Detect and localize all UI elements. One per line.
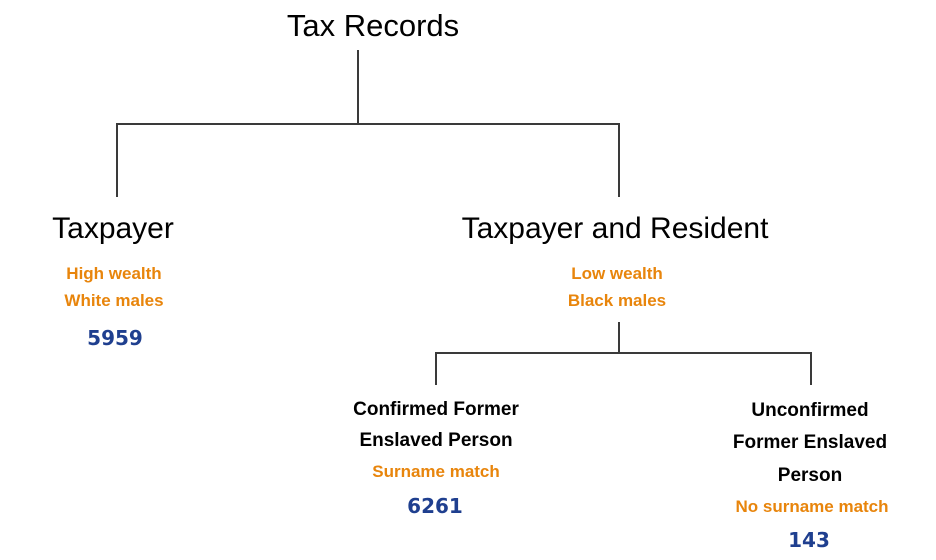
taxpayer-attribute-wealth: High wealth	[66, 264, 162, 283]
confirmed-count: 6261	[407, 494, 463, 518]
connector-root-stem	[357, 50, 359, 124]
taxpayer-count: 5959	[87, 326, 143, 350]
unconfirmed-node-label-line-2: Former Enslaved	[732, 432, 888, 453]
connector-resident-drop	[618, 123, 620, 197]
unconfirmed-node-label-line-3: Person	[777, 465, 843, 486]
taxpayer-attribute-race: White males	[64, 291, 164, 310]
connector-root-bar	[116, 123, 619, 125]
connector-resident-bar	[435, 352, 811, 354]
unconfirmed-node-label-line-1: Unconfirmed	[751, 400, 869, 421]
unconfirmed-count: 143	[788, 528, 830, 552]
connector-unconfirmed-drop	[810, 352, 812, 385]
unconfirmed-attribute: No surname match	[735, 497, 889, 516]
taxpayer-resident-attribute-race: Black males	[567, 291, 667, 310]
confirmed-node-label-line-1: Confirmed Former	[353, 399, 519, 420]
confirmed-attribute: Surname match	[372, 462, 500, 481]
connector-confirmed-drop	[435, 352, 437, 385]
taxpayer-resident-node-label: Taxpayer and Resident	[461, 212, 769, 245]
confirmed-node-label-line-2: Enslaved Person	[359, 430, 513, 451]
connector-taxpayer-drop	[116, 123, 118, 197]
taxpayer-node-label: Taxpayer	[52, 212, 174, 245]
taxpayer-resident-attribute-wealth: Low wealth	[571, 264, 663, 283]
connector-resident-stem	[618, 322, 620, 353]
root-node-label: Tax Records	[286, 8, 460, 43]
